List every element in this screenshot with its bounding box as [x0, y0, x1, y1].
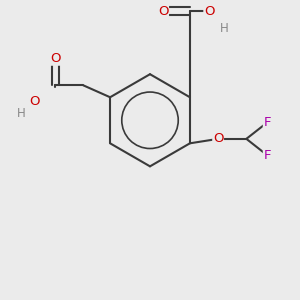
- Text: F: F: [263, 149, 271, 162]
- Text: F: F: [263, 116, 271, 129]
- Text: O: O: [213, 132, 224, 146]
- Text: H: H: [220, 22, 229, 35]
- Text: O: O: [204, 4, 214, 17]
- Text: O: O: [158, 4, 168, 17]
- Text: O: O: [29, 95, 40, 108]
- Text: H: H: [16, 107, 25, 120]
- Text: O: O: [50, 52, 60, 65]
